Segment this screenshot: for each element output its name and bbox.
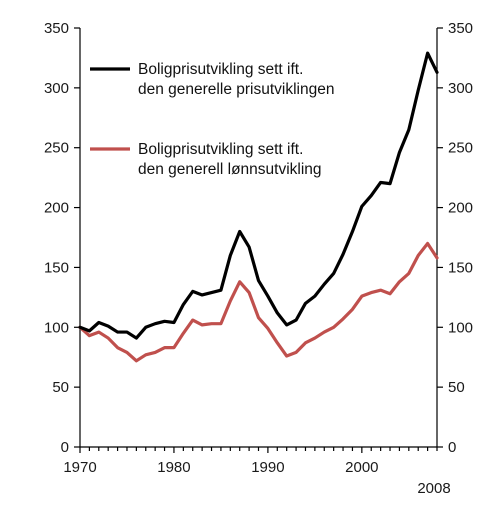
x-axis: 1970 1980 1990 2000 2008: [63, 446, 451, 497]
x-tick-label: 2000: [345, 459, 378, 476]
right-y-tick-label: 150: [448, 259, 473, 276]
right-y-tick-label: 350: [448, 20, 473, 37]
right-y-tick-label: 250: [448, 140, 473, 157]
right-y-tick-label: 200: [448, 200, 473, 217]
legend: Boligprisutvikling sett ift. den generel…: [90, 61, 334, 178]
x-tick-label: 1970: [63, 459, 96, 476]
left-y-tick-label: 300: [44, 80, 69, 97]
legend-label-series-1-line-2: den generelle prisutviklingen: [138, 81, 334, 98]
legend-item-series-2: Boligprisutvikling sett ift. den generel…: [90, 141, 322, 178]
series-line-2: [78, 241, 439, 363]
series-line-1: [78, 51, 439, 340]
left-y-tick-label: 150: [44, 259, 69, 276]
left-y-tick-label: 0: [61, 439, 69, 456]
x-end-label: 2008: [417, 480, 450, 497]
right-y-ticks: 0 50 100 150 200 250 300 350: [437, 20, 473, 456]
left-y-tick-label: 50: [52, 379, 69, 396]
left-y-tick-label: 250: [44, 140, 69, 157]
left-y-tick-label: 350: [44, 20, 69, 37]
x-tick-label: 1980: [157, 459, 190, 476]
series-group: [78, 51, 439, 363]
x-ticks: 1970 1980 1990 2000: [63, 447, 438, 476]
right-y-tick-label: 300: [448, 80, 473, 97]
left-y-axis: 0 50 100 150 200 250 300 350: [44, 20, 81, 456]
legend-label-series-2-line-1: Boligprisutvikling sett ift.: [138, 141, 303, 158]
right-y-axis: 0 50 100 150 200 250 300 350: [436, 20, 473, 456]
legend-item-series-1: Boligprisutvikling sett ift. den generel…: [90, 61, 334, 98]
x-tick-label: 1990: [251, 459, 284, 476]
right-y-tick-label: 100: [448, 319, 473, 336]
legend-label-series-1-line-1: Boligprisutvikling sett ift.: [138, 61, 303, 78]
right-y-tick-label: 50: [448, 379, 465, 396]
left-y-tick-label: 200: [44, 200, 69, 217]
left-y-tick-label: 100: [44, 319, 69, 336]
legend-label-series-2-line-2: den generell lønnsutvikling: [138, 161, 322, 178]
left-y-ticks: 0 50 100 150 200 250 300 350: [44, 20, 80, 456]
right-y-tick-label: 0: [448, 439, 456, 456]
